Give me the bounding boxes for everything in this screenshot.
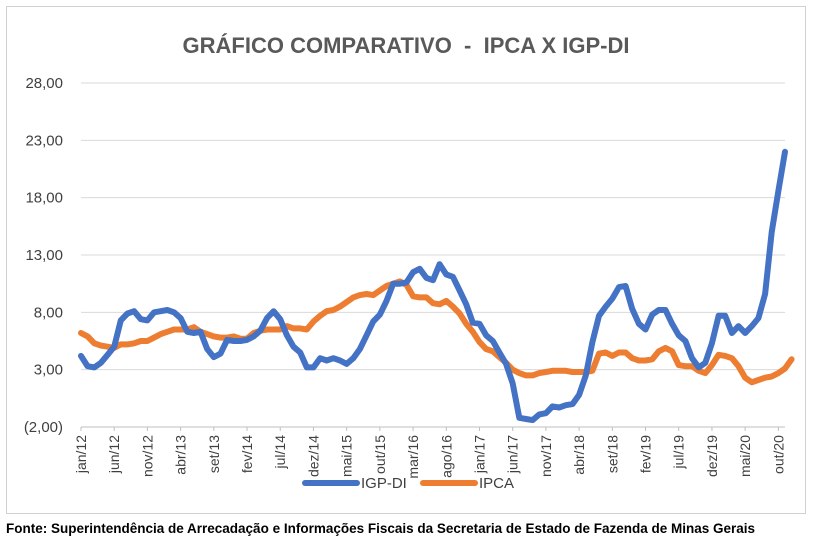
x-tick-label: jun/17 [505,435,521,474]
y-tick-label: 23,00 [25,132,63,149]
legend-label: IPCA [479,475,514,492]
x-tick-label: mar/16 [405,435,421,479]
y-tick-label: 18,00 [25,190,63,207]
x-tick-label: out/20 [770,435,786,474]
x-tick-label: set/13 [206,435,222,473]
x-tick-label: ago/16 [438,435,454,478]
y-tick-label: 3,00 [34,362,63,379]
x-tick-label: jul/19 [671,435,687,470]
x-tick-label: set/18 [604,435,620,473]
y-tick-label: (2,00) [24,419,63,436]
x-tick-label: jul/14 [272,435,288,470]
x-tick-label: dez/19 [704,435,720,477]
x-tick-label: jan/12 [73,435,89,474]
y-axis-ticks: (2,00) 3,00 8,00 13,00 18,00 23,00 28,00 [24,75,63,436]
y-tick-label: 8,00 [34,304,63,321]
legend: IGP-DI IPCA [302,475,514,492]
x-tick-label: mai/15 [339,435,355,477]
x-tick-label: fev/14 [239,435,255,473]
x-tick-label: nov/17 [538,435,554,477]
y-tick-label: 13,00 [25,247,63,264]
x-tick-label: nov/12 [139,435,155,477]
x-tick-label: fev/19 [638,435,654,473]
gridlines [81,82,785,371]
x-axis-ticks: jan/12 jun/12 nov/12 abr/13 set/13 fev/14 jul/… [73,427,786,479]
source-note: Fonte: Superintendência de Arrecadação e… [6,521,756,536]
y-tick-label: 28,00 [25,75,63,92]
x-tick-label: jan/17 [471,435,487,474]
x-tick-label: abr/13 [173,435,189,475]
series-lines [78,148,795,424]
x-tick-label: mai/20 [737,435,753,477]
x-tick-label: dez/14 [305,435,321,477]
x-tick-label: abr/18 [571,435,587,475]
chart-area: GRÁFICO COMPARATIVO - IPCA X IGP-DI (2,0… [6,6,806,514]
chart-title: GRÁFICO COMPARATIVO - IPCA X IGP-DI [183,33,630,58]
x-tick-label: jun/12 [106,435,122,474]
chart-svg: GRÁFICO COMPARATIVO - IPCA X IGP-DI (2,0… [24,33,795,492]
x-tick-label: out/15 [372,435,388,474]
series-line-igp-di [78,148,788,424]
legend-label: IGP-DI [361,475,407,492]
